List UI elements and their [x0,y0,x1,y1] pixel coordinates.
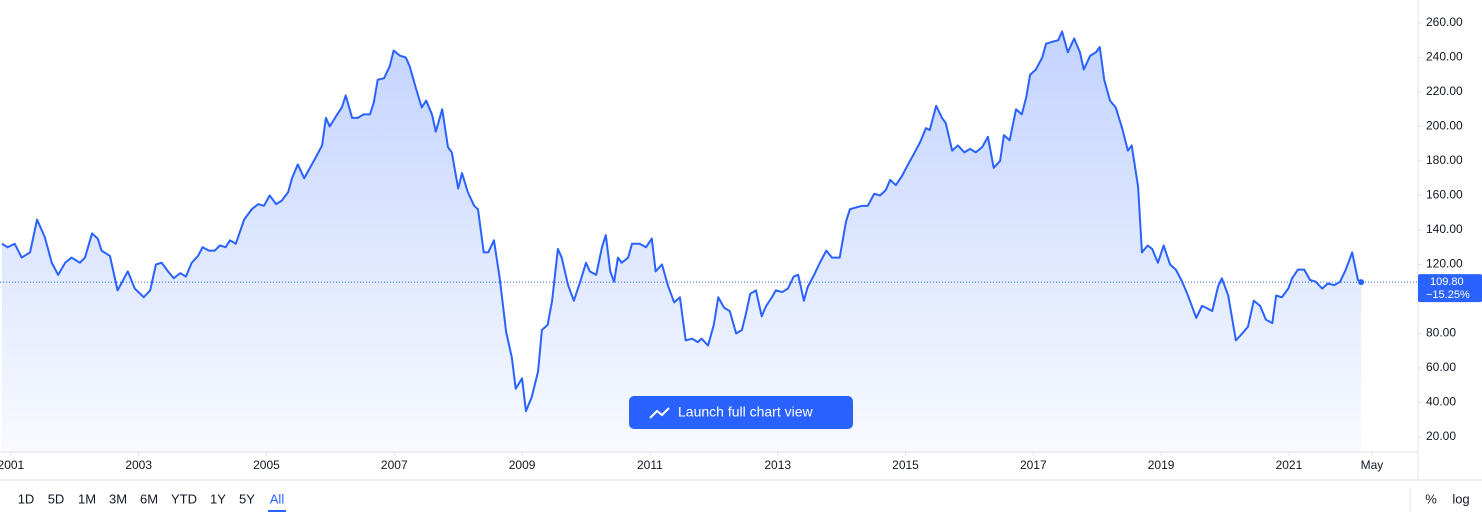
range-button[interactable]: 5D [48,491,65,506]
x-tick-label: 2001 [0,458,25,472]
x-tick-label: 2009 [509,458,536,472]
range-button[interactable]: 6M [140,491,158,506]
range-button[interactable]: 1M [78,491,96,506]
launch-button[interactable]: Launch full chart view [629,396,853,429]
x-tick-label: 2007 [381,458,408,472]
change-label: −15.25% [1426,289,1470,301]
x-tick-label: 2003 [125,458,152,472]
launch-button-bg[interactable] [629,396,853,429]
range-button[interactable]: 1Y [210,491,226,506]
x-tick-label: 2013 [764,458,791,472]
x-tick-label: 2017 [1020,458,1047,472]
y-tick-label: 40.00 [1426,395,1456,409]
last-price-label: 109.80 [1430,276,1464,288]
scale-button[interactable]: log [1452,491,1469,506]
x-tick-label: 2021 [1276,458,1303,472]
y-tick-label: 20.00 [1426,429,1456,443]
y-tick-label: 180.00 [1426,153,1463,167]
launch-button-label[interactable]: Launch full chart view [678,404,814,420]
range-button[interactable]: 1D [18,491,35,506]
x-tick-label: 2005 [253,458,280,472]
range-button[interactable]: 3M [109,491,127,506]
y-tick-label: 220.00 [1426,84,1463,98]
last-point [1358,279,1365,286]
y-tick-label: 160.00 [1426,188,1463,202]
y-tick-label: 80.00 [1426,326,1456,340]
y-tick-label: 120.00 [1426,257,1463,271]
x-tick-label: 2015 [892,458,919,472]
x-tick-label: 2011 [637,458,663,472]
x-tick-label: May [1361,458,1384,472]
launch-icon [649,407,670,419]
y-tick-label: 60.00 [1426,360,1456,374]
y-tick-label: 260.00 [1426,15,1463,29]
range-button[interactable]: All [270,491,285,506]
y-tick-label: 240.00 [1426,50,1463,64]
x-tick-label: 2019 [1148,458,1175,472]
range-button[interactable]: 5Y [239,491,255,506]
y-tick-label: 140.00 [1426,222,1463,236]
last-price-box [1418,274,1482,303]
scale-button[interactable]: % [1425,491,1437,506]
y-tick-label: 200.00 [1426,119,1463,133]
area-fill [1,31,1362,453]
range-button[interactable]: YTD [171,491,197,506]
price-line [1,30,1362,413]
